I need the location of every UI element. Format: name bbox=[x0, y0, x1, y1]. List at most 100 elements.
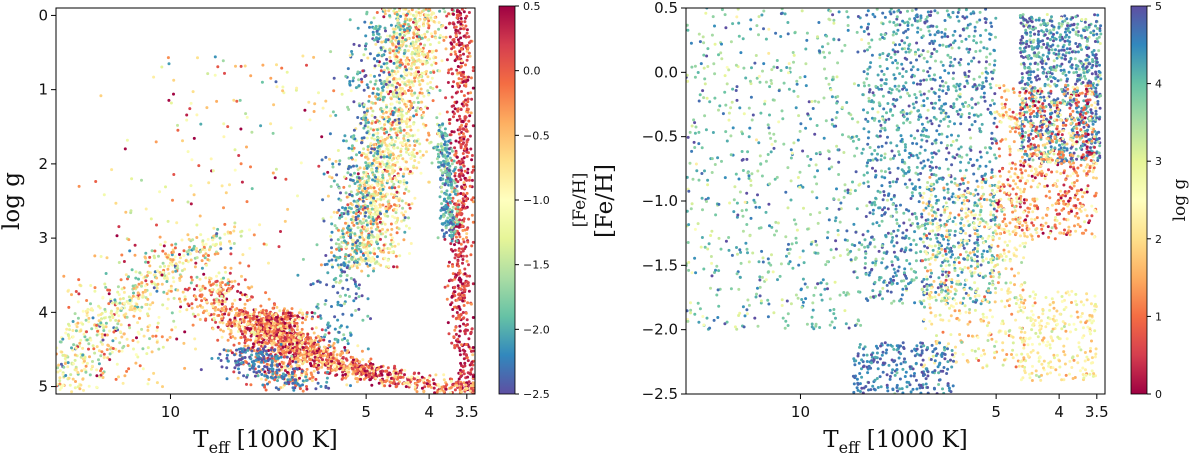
left-scatter-point bbox=[470, 5, 473, 8]
left-scatter-point bbox=[370, 212, 374, 216]
left-scatter-point bbox=[369, 21, 373, 25]
left-scatter-point bbox=[434, 373, 438, 377]
left-scatter-point bbox=[398, 126, 402, 130]
left-scatter-point bbox=[297, 311, 301, 315]
left-scatter-point bbox=[319, 354, 323, 357]
left-scatter-point bbox=[263, 365, 267, 368]
left-scatter-point bbox=[389, 242, 393, 246]
left-scatter-point bbox=[417, 54, 421, 58]
left-scatter-point bbox=[458, 324, 462, 328]
left-scatter-point bbox=[410, 202, 414, 206]
left-scatter-point bbox=[252, 342, 255, 346]
left-scatter-point bbox=[402, 134, 406, 138]
left-scatter-point bbox=[398, 371, 402, 375]
left-scatter-point bbox=[392, 146, 396, 150]
left-scatter-point bbox=[117, 293, 121, 297]
left-scatter-point bbox=[411, 13, 415, 17]
left-scatter-point bbox=[463, 361, 467, 365]
left-scatter-point bbox=[436, 383, 440, 386]
left-scatter-point bbox=[395, 49, 399, 53]
left-scatter-point bbox=[462, 70, 465, 74]
left-scatter-point bbox=[450, 341, 454, 345]
left-scatter-point bbox=[455, 10, 459, 14]
left-scatter-point bbox=[301, 346, 305, 349]
left-scatter-point bbox=[219, 359, 223, 362]
left-scatter-point bbox=[434, 49, 438, 53]
left-scatter-point bbox=[353, 137, 357, 141]
left-scatter-point bbox=[204, 317, 208, 321]
left-scatter-point bbox=[460, 201, 464, 205]
left-scatter-point bbox=[367, 99, 371, 103]
left-scatter-point bbox=[343, 134, 347, 138]
left-scatter-point bbox=[464, 199, 468, 203]
left-scatter-point bbox=[346, 212, 350, 216]
left-scatter-point bbox=[356, 70, 360, 74]
left-scatter-point bbox=[415, 13, 419, 17]
left-scatter-point bbox=[399, 58, 403, 62]
left-scatter-point bbox=[372, 154, 376, 158]
left-scatter-point bbox=[398, 77, 402, 81]
left-scatter-point bbox=[255, 371, 259, 375]
left-scatter-point bbox=[371, 178, 375, 182]
left-scatter-point bbox=[430, 13, 434, 16]
left-scatter-point bbox=[331, 265, 334, 269]
left-scatter-point bbox=[219, 247, 223, 251]
left-scatter-point bbox=[462, 44, 466, 48]
left-scatter-point bbox=[383, 369, 387, 373]
left-scatter-point bbox=[449, 41, 453, 45]
left-scatter-point bbox=[458, 308, 462, 311]
left-scatter-point bbox=[450, 294, 454, 298]
left-scatter-point bbox=[309, 358, 313, 362]
left-scatter-point bbox=[451, 72, 455, 76]
left-scatter-point bbox=[346, 349, 350, 353]
left-scatter-point bbox=[422, 94, 426, 98]
left-scatter-point bbox=[403, 368, 407, 372]
left-scatter-point bbox=[212, 301, 216, 305]
left-scatter-point bbox=[305, 360, 309, 364]
left-scatter-point bbox=[290, 320, 294, 324]
left-scatter-point bbox=[389, 23, 393, 27]
left-scatter-point bbox=[436, 236, 440, 240]
left-scatter-point bbox=[357, 44, 361, 48]
left-scatter-point bbox=[471, 124, 475, 128]
left-scatter-point bbox=[403, 65, 407, 69]
left-scatter-point bbox=[391, 35, 395, 39]
left-scatter-point bbox=[288, 362, 292, 366]
left-scatter-point bbox=[416, 380, 420, 384]
left-scatter-point bbox=[281, 372, 285, 376]
left-scatter-point bbox=[467, 263, 470, 267]
left-scatter-point bbox=[427, 8, 431, 11]
left-scatter-point bbox=[279, 324, 283, 328]
left-scatter-point bbox=[469, 76, 473, 80]
left-scatter-point bbox=[330, 305, 333, 308]
left-scatter-point bbox=[413, 196, 417, 200]
left-scatter-point bbox=[371, 91, 375, 95]
left-scatter-point bbox=[457, 168, 461, 172]
left-scatter-point bbox=[397, 108, 401, 112]
left-scatter-point bbox=[238, 318, 242, 321]
left-scatter-point bbox=[456, 29, 460, 33]
left-scatter-point bbox=[458, 175, 462, 178]
left-scatter-point bbox=[277, 375, 281, 379]
left-scatter-point bbox=[455, 209, 459, 213]
left-scatter-point bbox=[373, 64, 377, 68]
left-scatter-point bbox=[400, 98, 404, 102]
left-scatter-point bbox=[260, 311, 264, 315]
left-scatter-point bbox=[218, 352, 222, 356]
left-scatter-point bbox=[383, 384, 387, 388]
left-scatter-point bbox=[464, 80, 468, 84]
left-scatter-point bbox=[391, 120, 395, 124]
left-scatter-point bbox=[396, 15, 400, 19]
left-scatter-point bbox=[211, 327, 215, 331]
left-scatter-point bbox=[369, 226, 373, 230]
left-scatter-point bbox=[343, 257, 347, 261]
left-scatter-point bbox=[116, 290, 120, 294]
left-scatter-point bbox=[330, 246, 333, 250]
left-scatter-point bbox=[339, 352, 343, 356]
left-scatter-point bbox=[465, 259, 469, 263]
left-scatter-point bbox=[452, 45, 456, 49]
left-scatter-point bbox=[413, 52, 417, 56]
left-scatter-point bbox=[406, 4, 409, 7]
left-scatter-point bbox=[461, 27, 465, 31]
left-scatter-point bbox=[285, 333, 289, 337]
